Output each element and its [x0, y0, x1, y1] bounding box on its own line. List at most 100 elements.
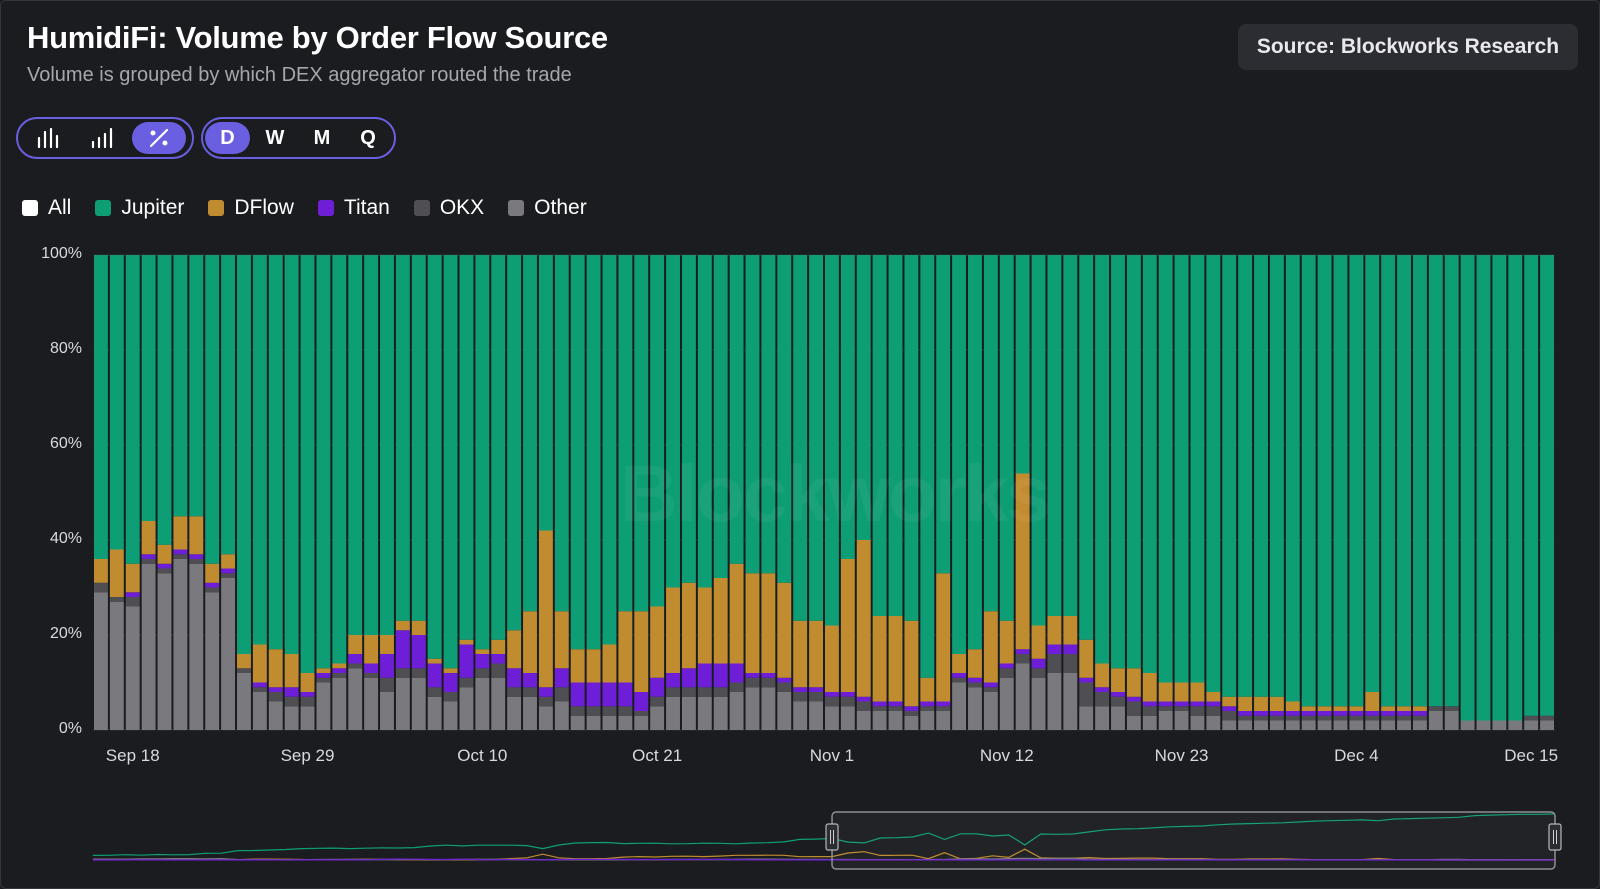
- bar-okx: [586, 706, 601, 716]
- bar-other: [936, 711, 951, 730]
- bar-titan: [395, 630, 410, 669]
- bar-other: [1190, 715, 1205, 730]
- bar-okx: [364, 673, 379, 678]
- legend-label: Titan: [343, 196, 390, 219]
- legend-item-all[interactable]: All: [22, 196, 71, 220]
- bar-dflow: [427, 658, 442, 664]
- bar-dflow: [284, 654, 299, 688]
- bar-jupiter: [538, 255, 553, 531]
- bar-other: [1397, 720, 1411, 730]
- bar-okx: [1206, 706, 1221, 716]
- bar-jupiter: [618, 255, 633, 612]
- bar-dflow: [618, 611, 633, 683]
- bar-okx: [904, 711, 919, 716]
- bar-other: [1174, 711, 1189, 730]
- bar-okx: [1540, 715, 1554, 721]
- bar-jupiter: [840, 255, 855, 559]
- bar-other: [729, 692, 744, 730]
- bar-dflow: [968, 649, 982, 678]
- period-w-button[interactable]: W: [265, 126, 285, 149]
- bar-titan: [856, 696, 871, 702]
- bar-okx: [141, 559, 156, 564]
- bar-dflow: [999, 620, 1014, 664]
- bar-jupiter: [1031, 255, 1046, 626]
- bar-titan: [1206, 701, 1221, 707]
- bar-dflow: [491, 639, 506, 654]
- bar-okx: [443, 692, 458, 702]
- bar-other: [1095, 706, 1110, 730]
- bar-okx: [999, 668, 1014, 678]
- bar-titan: [475, 654, 490, 669]
- bar-okx: [1381, 715, 1396, 721]
- bar-other: [602, 715, 617, 730]
- bar-dflow: [1285, 701, 1300, 711]
- legend-swatch: [317, 200, 334, 216]
- bar-okx: [745, 677, 760, 688]
- bar-other: [1285, 720, 1300, 730]
- legend-label: Jupiter: [121, 196, 185, 219]
- bar-titan: [1285, 711, 1300, 716]
- bar-other: [348, 668, 363, 730]
- legend-item-dflow[interactable]: DFlow: [208, 196, 294, 220]
- bar-other: [189, 563, 204, 730]
- bar-titan: [1269, 711, 1284, 716]
- legend-item-jupiter[interactable]: Jupiter: [95, 196, 184, 220]
- bar-dflow: [1301, 706, 1316, 711]
- bar-other: [94, 592, 108, 730]
- percent-icon-button[interactable]: [132, 122, 186, 154]
- bar-titan: [1095, 687, 1110, 692]
- legend-swatch: [508, 200, 525, 216]
- period-d-button[interactable]: D: [205, 122, 250, 154]
- bar-titan: [904, 706, 919, 711]
- bar-jupiter: [1444, 255, 1459, 707]
- bar-dflow: [1365, 692, 1380, 711]
- period-q-button[interactable]: Q: [360, 126, 376, 149]
- y-tick-label: 20%: [49, 625, 82, 642]
- bar-dflow: [570, 649, 585, 683]
- bar-jupiter: [395, 255, 410, 621]
- bar-jupiter: [1254, 255, 1268, 697]
- bar-jupiter: [1238, 255, 1253, 697]
- stacked-bar-icon-button[interactable]: [26, 122, 72, 154]
- bar-titan: [411, 635, 426, 669]
- bar-dflow: [1333, 706, 1348, 711]
- bar-titan: [1174, 701, 1189, 707]
- bar-other: [173, 559, 188, 730]
- navigator-handle-right[interactable]: [1548, 823, 1562, 851]
- bar-other: [268, 701, 283, 730]
- bar-titan: [268, 687, 283, 692]
- bar-okx: [94, 582, 108, 593]
- bar-okx: [681, 687, 696, 697]
- bar-other: [666, 696, 680, 730]
- bar-titan: [1031, 658, 1046, 669]
- bar-okx: [316, 677, 331, 683]
- bar-titan: [809, 687, 823, 692]
- bar-dflow: [157, 544, 172, 564]
- bar-other: [650, 706, 665, 730]
- bar-titan: [570, 682, 585, 707]
- bar-other: [618, 715, 633, 730]
- bar-jupiter: [936, 255, 951, 574]
- bar-titan: [538, 687, 553, 697]
- bar-okx: [697, 687, 712, 697]
- bar-jupiter: [1428, 255, 1443, 707]
- bar-other: [157, 573, 172, 730]
- bar-dflow: [475, 649, 490, 654]
- legend-item-other[interactable]: Other: [508, 196, 587, 220]
- bar-jupiter: [1095, 255, 1110, 664]
- period-m-button[interactable]: M: [313, 126, 331, 149]
- legend-item-titan[interactable]: Titan: [317, 196, 390, 220]
- bar-okx: [507, 687, 522, 697]
- bar-jupiter: [1015, 255, 1030, 474]
- bar-other: [252, 692, 267, 730]
- bar-titan: [952, 673, 967, 678]
- grouped-bar-icon-button[interactable]: [80, 122, 126, 154]
- bar-dflow: [205, 563, 220, 583]
- legend-item-okx[interactable]: OKX: [413, 196, 485, 220]
- navigator-window[interactable]: [831, 811, 1556, 870]
- legend-label: OKX: [439, 196, 485, 219]
- navigator-handle-left[interactable]: [825, 823, 839, 851]
- bar-other: [1428, 711, 1443, 730]
- bar-titan: [729, 663, 744, 683]
- bar-dflow: [332, 663, 347, 669]
